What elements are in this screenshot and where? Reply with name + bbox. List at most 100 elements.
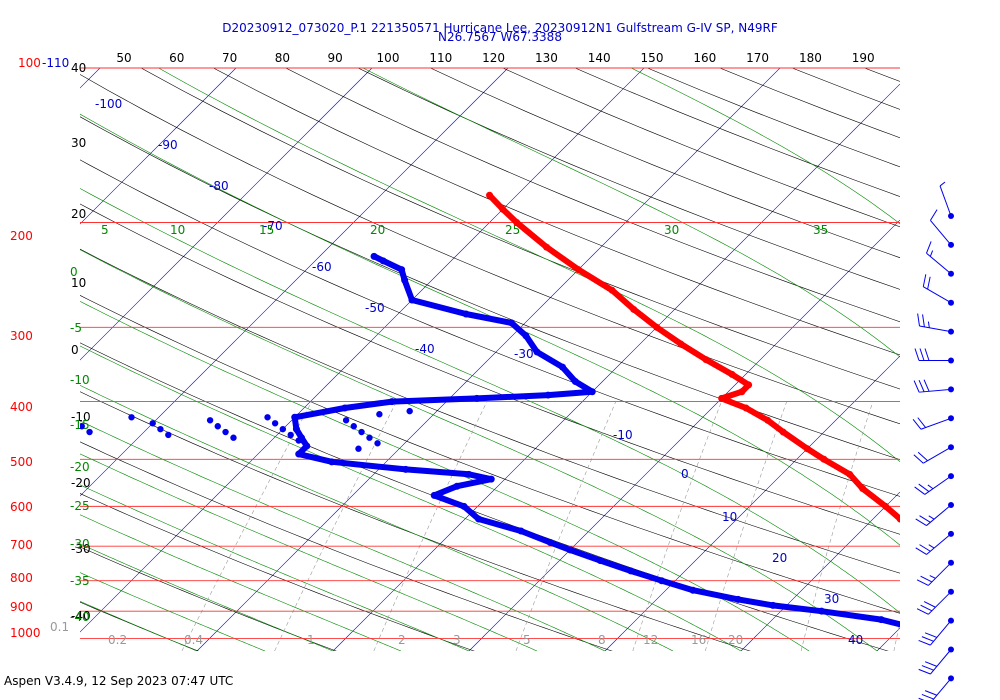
wind-barb-shaft: [923, 286, 952, 304]
mixing-ratio-label: 20: [728, 633, 743, 647]
dewpoint-scatter-point: [149, 420, 156, 427]
dry-adiabat-line: [212, 68, 900, 356]
left-axis-label: -30: [71, 542, 91, 556]
dewpoint-point: [689, 586, 697, 594]
isotherm-line: [80, 68, 509, 497]
dewpoint-scatter-point: [165, 431, 172, 439]
wind-barb-shaft: [924, 475, 952, 495]
chart-title-line1: D20230912_073020_P.1 221350571 Hurricane…: [222, 21, 778, 35]
chart-title-line2: N26.7567 W67.3388: [438, 30, 562, 44]
wind-barb: [918, 646, 954, 675]
wind-barb-shaft: [926, 533, 952, 555]
wind-barbs: [912, 181, 954, 700]
dewpoint-scatter-point: [128, 414, 135, 421]
temperature-point: [971, 577, 978, 584]
pressure-label: 100: [18, 56, 41, 70]
wind-barb-flag: [921, 665, 934, 671]
wind-barb-flag: [917, 417, 927, 428]
footer-version: Aspen V3.4.9, 12 Sep 2023 07:47 UTC: [4, 674, 234, 688]
isotherm-label: -30: [514, 347, 534, 361]
wind-barb-flag: [924, 632, 938, 638]
isotherm-label: 30: [824, 592, 839, 606]
wind-barb: [914, 348, 954, 364]
temperature-profile-line: [487, 193, 900, 523]
left-axis-label: 20: [71, 207, 86, 221]
moist-adiabat-label: 5: [101, 223, 109, 237]
dewpoint-point: [571, 377, 579, 385]
mixing-ratio-label: 0.2: [108, 633, 127, 647]
temperature-point: [486, 191, 494, 199]
left-green-label: -15: [70, 418, 90, 432]
left-green-label: 0: [70, 265, 78, 279]
top-axis-label: 190: [852, 51, 875, 65]
left-axis-label: 40: [71, 61, 86, 75]
isotherm-label: 20: [772, 551, 787, 565]
chart-grid: [0, 43, 1000, 653]
wind-barb-flag: [924, 690, 938, 696]
mixing-ratio-label: 5: [523, 633, 531, 647]
wind-barb-flag: [914, 348, 920, 361]
dewpoint-scatter-point: [222, 428, 229, 436]
isotherm-label: -60: [312, 260, 332, 274]
dewpoint-scatter-point: [406, 407, 413, 415]
wind-barb-shaft: [926, 252, 952, 275]
wind-barb-flag: [919, 348, 925, 361]
wind-barb: [913, 444, 954, 464]
isotherm-line: [468, 219, 900, 651]
wind-barb-shaft: [928, 591, 952, 615]
pressure-label: 1000: [10, 626, 41, 640]
isotherm-label: -90: [158, 138, 178, 152]
dewpoint-scatter-point: [342, 417, 350, 424]
isotherm-line: [876, 627, 900, 651]
dewpoint-point: [627, 567, 635, 575]
isotherm-line: [740, 491, 900, 651]
wind-barb-flag: [917, 313, 920, 327]
left-green-label: -20: [70, 460, 90, 474]
moist-adiabat-line: [362, 68, 900, 358]
isotherm-label: -80: [209, 179, 229, 193]
top-axis-label: 70: [222, 51, 237, 65]
dewpoint-scatter-point: [287, 431, 294, 439]
wind-barb-flag: [915, 547, 927, 555]
wind-barb-flag: [924, 661, 938, 667]
wind-barb-shaft: [919, 325, 952, 333]
pressure-label: 500: [10, 455, 33, 469]
dewpoint-scatter-point: [80, 423, 85, 430]
dry-adiabat-line: [80, 159, 900, 497]
left-green-label: -25: [70, 499, 90, 513]
isotherm-line: [604, 355, 900, 651]
wind-barb-flag: [918, 668, 931, 675]
dewpoint-point: [473, 394, 481, 402]
isotherm-line: [196, 68, 781, 651]
dry-adiabat-line: [0, 43, 66, 653]
moist-adiabat-line: [80, 600, 198, 651]
isotherm-label: 40: [848, 633, 863, 647]
dewpoint-point: [328, 458, 336, 466]
dewpoint-scatter-point: [21, 426, 27, 432]
wind-barb: [930, 209, 954, 248]
temperature-point: [972, 590, 979, 597]
dewpoint-point: [517, 527, 525, 535]
temperature-point: [820, 455, 828, 463]
dewpoint-point: [818, 607, 826, 615]
dewpoint-point: [558, 363, 566, 371]
dewpoint-scatter-point: [350, 423, 357, 430]
isotherm-label: -100: [95, 97, 122, 111]
left-green-label: -35: [70, 574, 90, 588]
dewpoint-scatter-point: [358, 428, 365, 436]
mixing-ratio-line: [978, 402, 1000, 651]
moist-adiabat-label: 20: [370, 223, 385, 237]
temperature-point: [653, 323, 661, 331]
dewpoint-point: [487, 475, 495, 483]
wind-barb: [915, 502, 954, 526]
left-axis-label: 30: [71, 136, 86, 150]
wind-barb-flag: [921, 636, 934, 642]
dry-adiabat-line: [80, 74, 900, 425]
left-axis-label: 0: [71, 343, 79, 357]
temperature-point: [718, 394, 726, 402]
isotherm-line: [80, 68, 373, 361]
left-green-label: -5: [70, 321, 82, 335]
wind-barb: [939, 181, 954, 219]
wind-barb-flag: [927, 276, 931, 290]
